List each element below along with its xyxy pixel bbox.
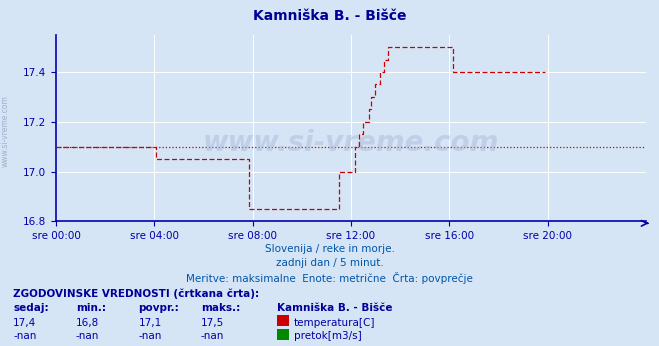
Text: -nan: -nan (201, 331, 224, 342)
Text: 17,1: 17,1 (138, 318, 161, 328)
Text: sedaj:: sedaj: (13, 303, 49, 313)
Text: 17,5: 17,5 (201, 318, 224, 328)
Text: Meritve: maksimalne  Enote: metrične  Črta: povprečje: Meritve: maksimalne Enote: metrične Črta… (186, 272, 473, 284)
Text: -nan: -nan (138, 331, 161, 342)
Text: temperatura[C]: temperatura[C] (294, 318, 376, 328)
Text: min.:: min.: (76, 303, 106, 313)
Text: maks.:: maks.: (201, 303, 241, 313)
Text: www.si-vreme.com: www.si-vreme.com (203, 129, 499, 157)
Text: -nan: -nan (13, 331, 36, 342)
Text: Slovenija / reke in morje.: Slovenija / reke in morje. (264, 244, 395, 254)
Text: povpr.:: povpr.: (138, 303, 179, 313)
Text: ZGODOVINSKE VREDNOSTI (črtkana črta):: ZGODOVINSKE VREDNOSTI (črtkana črta): (13, 289, 259, 299)
Text: zadnji dan / 5 minut.: zadnji dan / 5 minut. (275, 258, 384, 268)
Text: 16,8: 16,8 (76, 318, 99, 328)
Text: -nan: -nan (76, 331, 99, 342)
Text: Kamniška B. - Bišče: Kamniška B. - Bišče (253, 9, 406, 22)
Text: 17,4: 17,4 (13, 318, 36, 328)
Text: www.si-vreme.com: www.si-vreme.com (1, 95, 10, 167)
Text: Kamniška B. - Bišče: Kamniška B. - Bišče (277, 303, 392, 313)
Text: pretok[m3/s]: pretok[m3/s] (294, 331, 362, 342)
